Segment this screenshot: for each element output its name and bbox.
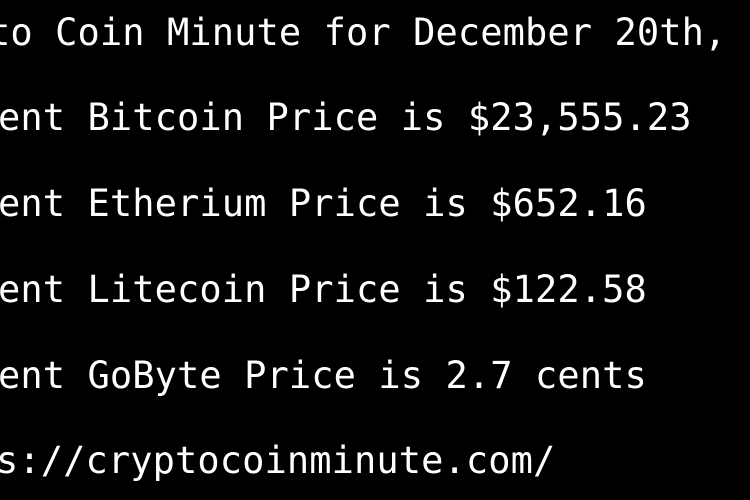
gobyte-price-line: ent GoByte Price is 2.7 cents [0, 354, 647, 397]
bitcoin-price-line: ent Bitcoin Price is $23,555.23 [0, 96, 692, 139]
title-line: to Coin Minute for December 20th, [0, 11, 727, 54]
website-url-line: s://cryptocoinminute.com/ [0, 439, 556, 482]
etherium-price-line: ent Etherium Price is $652.16 [0, 182, 647, 225]
litecoin-price-line: ent Litecoin Price is $122.58 [0, 268, 647, 311]
